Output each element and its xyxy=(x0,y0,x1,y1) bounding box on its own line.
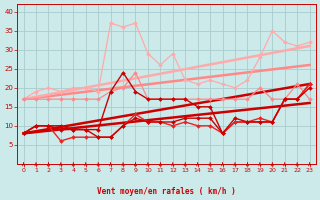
X-axis label: Vent moyen/en rafales ( km/h ): Vent moyen/en rafales ( km/h ) xyxy=(97,187,236,196)
